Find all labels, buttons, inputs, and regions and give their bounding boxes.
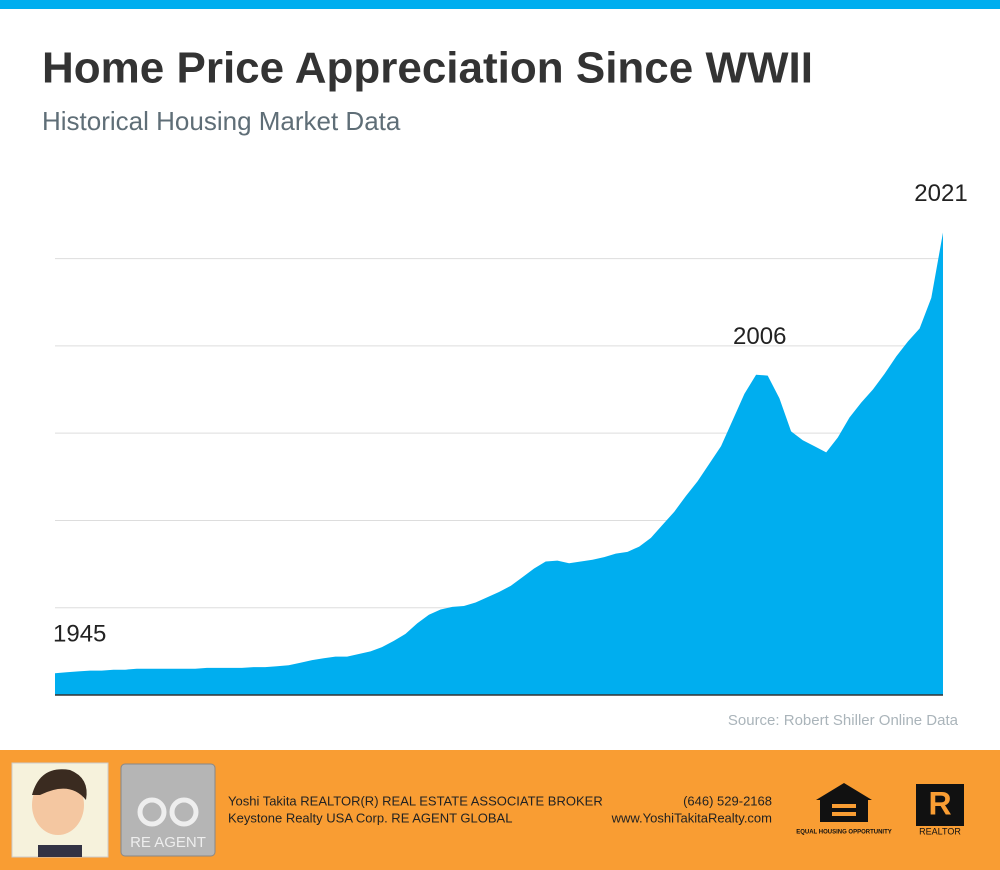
hair (32, 769, 87, 800)
annotation: 2021 (914, 180, 967, 207)
re-agent-logo: RE AGENT (120, 763, 216, 857)
logo-text: RE AGENT (130, 834, 206, 851)
house-bar (832, 804, 856, 808)
realtor-logo: R REALTOR (916, 784, 964, 836)
annotation: 2006 (733, 323, 786, 350)
logo-key (169, 797, 199, 827)
equal-housing-text: EQUAL HOUSING OPPORTUNITY (796, 830, 892, 836)
area (55, 232, 943, 695)
house-bar (832, 812, 856, 816)
realtor-r: R (928, 785, 951, 821)
footer-phone: (646) 529-2168 (683, 793, 772, 808)
suit (38, 845, 82, 857)
footer-line2: Keystone Realty USA Corp. RE AGENT GLOBA… (228, 810, 512, 825)
logo-box (120, 763, 216, 857)
footer-website: www.YoshiTakitaRealty.com (611, 810, 772, 825)
agent-photo (11, 762, 109, 858)
logo-key (137, 797, 167, 827)
plot: 1945 2006 2021 (53, 180, 968, 696)
chart-title: Home Price Appreciation Since WWII (42, 44, 813, 93)
source: Source: Robert Shiller Online Data (728, 712, 959, 729)
realtor-box (916, 784, 964, 826)
top-bar (0, 0, 1000, 9)
chart-subtitle: Historical Housing Market Data (42, 106, 401, 136)
footer-line1: Yoshi Takita REALTOR(R) REAL ESTATE ASSO… (228, 793, 603, 808)
equal-housing-logo: EQUAL HOUSING OPPORTUNITY (796, 783, 892, 836)
house-icon (816, 783, 872, 822)
realtor-text: REALTOR (919, 826, 961, 836)
annotation: 1945 (53, 621, 106, 648)
